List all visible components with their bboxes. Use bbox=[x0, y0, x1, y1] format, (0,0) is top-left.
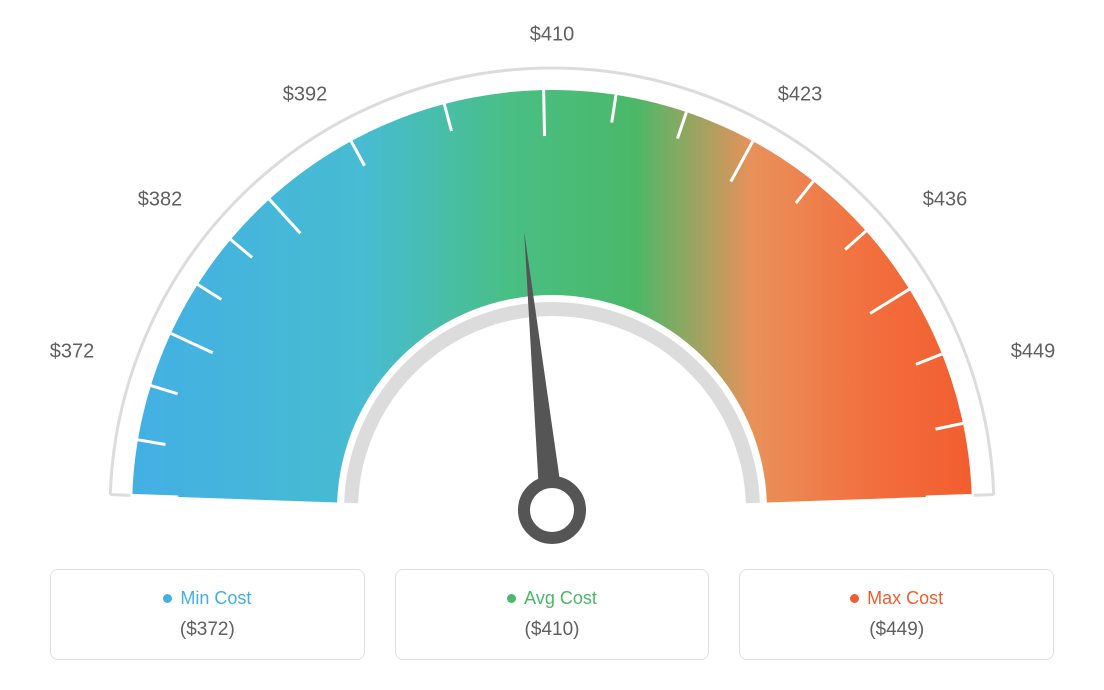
legend-min-value: ($372) bbox=[61, 619, 354, 641]
gauge-tick-label: $382 bbox=[138, 189, 183, 212]
legend-avg-value: ($410) bbox=[406, 619, 699, 641]
legend-min-label: Min Cost bbox=[163, 588, 251, 609]
legend-max-value: ($449) bbox=[750, 619, 1043, 641]
legend-avg-text: Avg Cost bbox=[524, 588, 597, 609]
legend-max-text: Max Cost bbox=[867, 588, 943, 609]
legend-avg-box: Avg Cost ($410) bbox=[395, 569, 710, 660]
legend-max-box: Max Cost ($449) bbox=[739, 569, 1054, 660]
chart-container: $372 $382 $392 $410 $423 $436 $449 Min Cost ($… bbox=[0, 0, 1104, 690]
legend-row: Min Cost ($372) Avg Cost ($410) Max Cost… bbox=[50, 569, 1054, 660]
legend-min-dot bbox=[163, 594, 172, 603]
gauge-tick-label: $449 bbox=[1011, 341, 1056, 364]
gauge-tick-label: $423 bbox=[778, 84, 823, 107]
gauge-tick-label: $372 bbox=[50, 341, 95, 364]
legend-avg-label: Avg Cost bbox=[507, 588, 597, 609]
gauge-tick-label: $436 bbox=[923, 189, 968, 212]
gauge-area: $372 $382 $392 $410 $423 $436 $449 bbox=[0, 0, 1104, 560]
gauge-svg bbox=[0, 0, 1104, 560]
legend-min-text: Min Cost bbox=[180, 588, 251, 609]
gauge-tick-label: $410 bbox=[530, 24, 575, 47]
legend-max-dot bbox=[850, 594, 859, 603]
legend-avg-dot bbox=[507, 594, 516, 603]
legend-min-box: Min Cost ($372) bbox=[50, 569, 365, 660]
legend-max-label: Max Cost bbox=[850, 588, 943, 609]
gauge-tick-label: $392 bbox=[283, 84, 328, 107]
